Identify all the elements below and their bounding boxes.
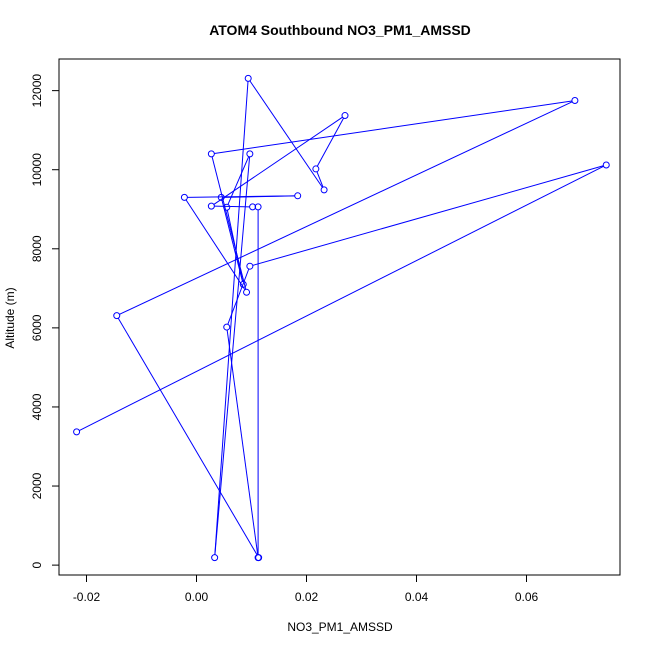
data-point bbox=[113, 312, 121, 320]
data-point bbox=[243, 288, 251, 296]
series-segment bbox=[214, 100, 573, 154]
x-tick-label: 0.02 bbox=[295, 590, 319, 604]
y-tick-label: 0 bbox=[30, 561, 44, 568]
data-point bbox=[239, 280, 247, 288]
data-point bbox=[294, 192, 302, 200]
series-segment bbox=[226, 329, 259, 555]
y-tick-label: 4000 bbox=[30, 393, 44, 420]
data-point bbox=[602, 161, 610, 169]
series-layer bbox=[73, 74, 610, 562]
y-tick-label: 10000 bbox=[30, 153, 44, 187]
data-point bbox=[211, 554, 219, 562]
y-tick-label: 8000 bbox=[30, 235, 44, 262]
data-point bbox=[223, 203, 231, 211]
x-axis-label: NO3_PM1_AMSSD bbox=[287, 620, 393, 634]
series-segment bbox=[79, 165, 604, 431]
y-axis-label: Altitude (m) bbox=[3, 287, 17, 348]
series-segment bbox=[316, 117, 345, 167]
series-segment bbox=[224, 195, 295, 198]
series-segment bbox=[249, 80, 323, 188]
series-segment bbox=[185, 199, 246, 291]
data-point bbox=[254, 203, 262, 211]
x-tick-label: 0.00 bbox=[185, 590, 209, 604]
data-point bbox=[223, 323, 231, 331]
series-segment bbox=[214, 205, 250, 208]
data-point bbox=[217, 193, 225, 201]
data-point bbox=[254, 554, 262, 562]
series-segment bbox=[214, 81, 249, 555]
y-tick-label: 6000 bbox=[30, 314, 44, 341]
data-point bbox=[180, 193, 188, 201]
data-point bbox=[207, 202, 215, 210]
data-point bbox=[244, 74, 252, 82]
y-axis: 0 2000 4000 6000 8000 10000 12000 bbox=[30, 74, 60, 568]
chart-title: ATOM4 Southbound NO3_PM1_AMSSD bbox=[209, 22, 471, 38]
series-segment bbox=[119, 101, 573, 315]
data-point bbox=[320, 186, 328, 194]
data-point bbox=[246, 150, 254, 158]
series-segment bbox=[227, 268, 250, 325]
y-tick-label: 12000 bbox=[30, 74, 44, 108]
data-point bbox=[73, 428, 81, 436]
data-point bbox=[207, 150, 215, 158]
x-axis: -0.02 0.00 0.02 0.04 0.06 bbox=[73, 574, 539, 604]
data-point bbox=[571, 97, 579, 105]
y-tick-label: 2000 bbox=[30, 472, 44, 499]
series-segment bbox=[316, 171, 324, 188]
x-tick-label: -0.02 bbox=[73, 590, 101, 604]
series-segment bbox=[117, 317, 258, 556]
data-point bbox=[341, 112, 349, 120]
series-segment bbox=[227, 156, 250, 205]
x-tick-label: 0.06 bbox=[515, 590, 539, 604]
series-segment bbox=[213, 116, 343, 205]
series-segment bbox=[252, 165, 604, 266]
series-segment bbox=[214, 156, 251, 555]
data-point bbox=[246, 262, 254, 270]
data-point bbox=[312, 165, 320, 173]
x-tick-label: 0.04 bbox=[405, 590, 429, 604]
series-segment bbox=[221, 200, 243, 282]
